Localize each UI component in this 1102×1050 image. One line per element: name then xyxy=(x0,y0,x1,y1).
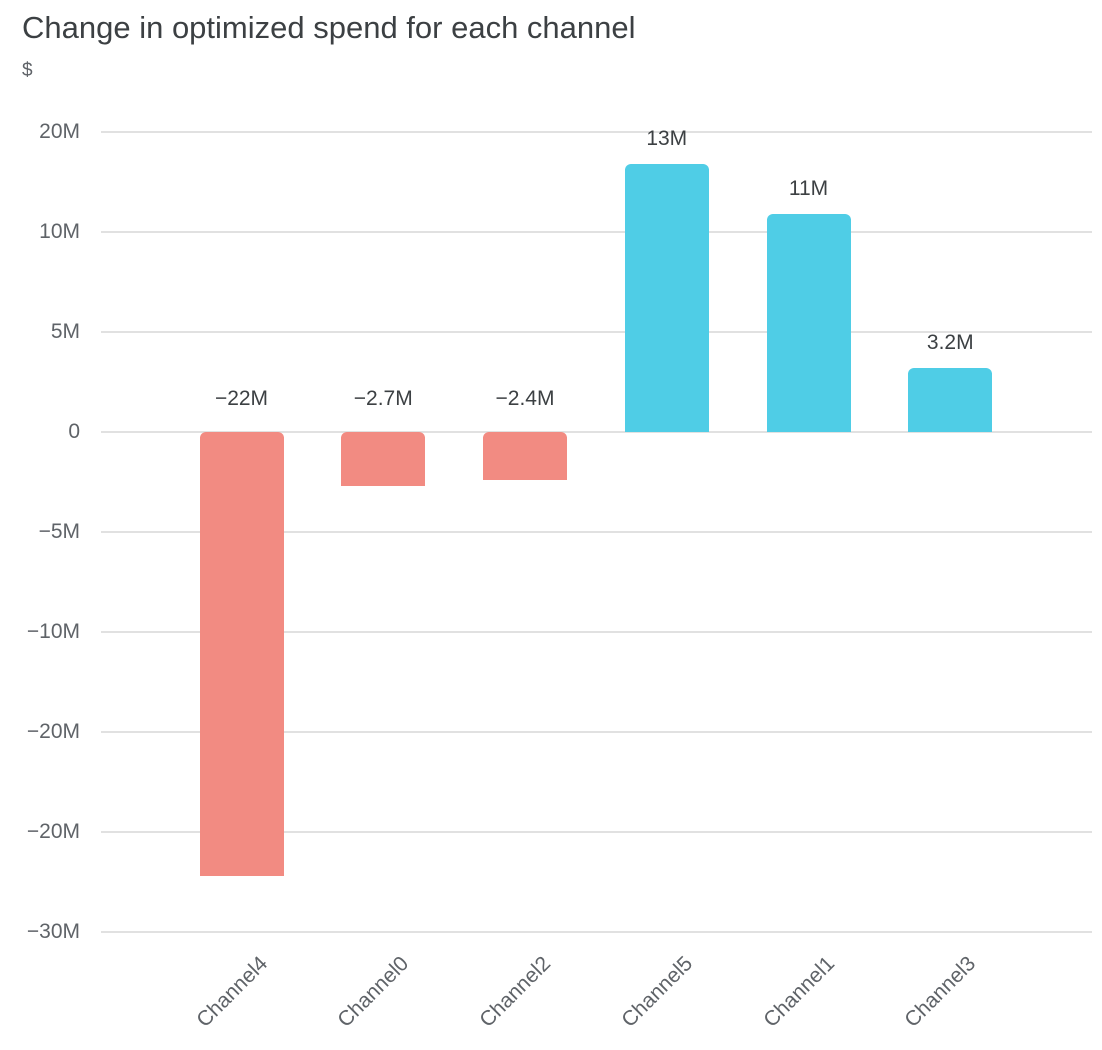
gridline xyxy=(101,631,1092,633)
y-axis-unit-label: $ xyxy=(22,60,33,81)
gridline xyxy=(101,531,1092,533)
gridline xyxy=(101,931,1092,933)
x-axis-label-channel5: Channel5 xyxy=(617,952,698,1032)
bar-value-label: 11M xyxy=(788,177,829,200)
x-axis-label-channel2: Channel2 xyxy=(475,952,556,1032)
gridline xyxy=(101,831,1092,833)
gridline xyxy=(101,331,1092,333)
y-axis-tick-label: 0 xyxy=(68,420,80,443)
bar-channel1[interactable] xyxy=(766,214,851,432)
bar-value-label: 13M xyxy=(646,127,688,150)
x-axis-label-channel0: Channel0 xyxy=(333,952,414,1032)
bar-channel4[interactable] xyxy=(199,432,284,876)
chart-title: Change in optimized spend for each chann… xyxy=(22,10,636,45)
bar-channel5[interactable] xyxy=(624,164,709,432)
y-axis-tick-label: 5M xyxy=(50,320,80,343)
y-axis-tick-label: −20M xyxy=(26,720,80,743)
bar-value-label: −2.4M xyxy=(495,387,555,410)
y-axis-tick-label: −20M xyxy=(26,820,80,843)
x-axis-label-channel4: Channel4 xyxy=(191,952,272,1032)
bar-channel0[interactable] xyxy=(341,432,426,486)
gridline xyxy=(101,431,1092,433)
x-axis-label-channel3: Channel3 xyxy=(900,952,981,1032)
y-axis-tick-label: −5M xyxy=(38,520,80,543)
y-axis-tick-label: 20M xyxy=(39,120,80,143)
gridline xyxy=(101,231,1092,233)
bar-channel2[interactable] xyxy=(483,432,567,480)
y-axis-tick-label: 10M xyxy=(39,220,80,243)
gridline xyxy=(101,731,1092,733)
bar-value-label: −22M xyxy=(214,387,269,410)
bar-value-label: 3.2M xyxy=(926,331,974,354)
y-axis-tick-label: −10M xyxy=(26,620,80,643)
x-axis-label-channel1: Channel1 xyxy=(758,952,839,1032)
bar-channel3[interactable] xyxy=(908,368,993,432)
gridline xyxy=(101,131,1092,133)
y-axis-tick-label: −30M xyxy=(26,920,80,943)
bar-value-label: −2.7M xyxy=(353,387,413,410)
